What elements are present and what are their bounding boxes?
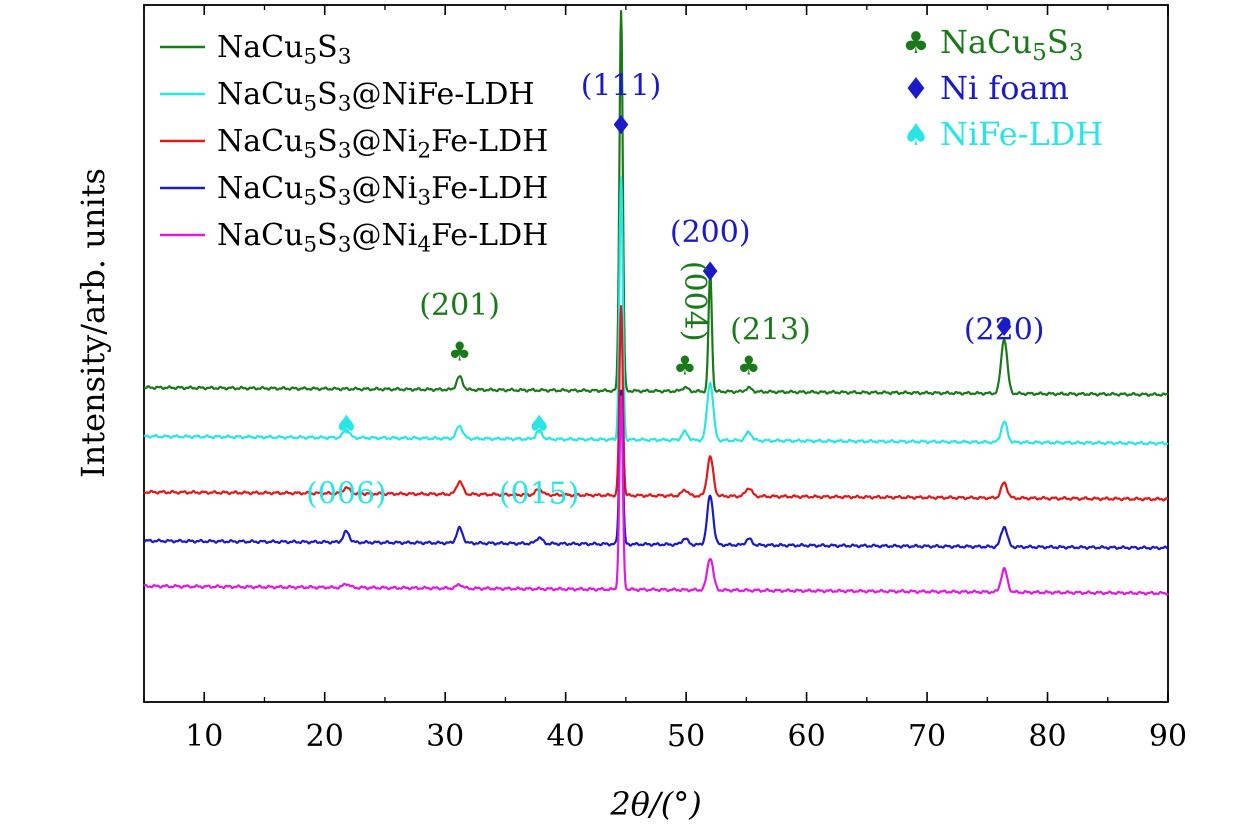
x-tick-label: 50 [667,719,705,754]
series-line [143,395,1169,596]
series-line [143,305,1169,502]
peak-symbol: ♣ [448,337,471,367]
phase-legend-label: NiFe-LDH [940,115,1103,153]
x-tick-label: 70 [908,719,946,754]
x-tick-label: 20 [306,719,344,754]
x-tick-label: 80 [1028,719,1066,754]
peak-label: (213) [730,313,811,348]
phase-symbol: ♣ [903,26,930,61]
series-group [143,10,1169,596]
legend-label: NaCu5S3 [217,30,351,70]
peak-label: (004) [677,261,712,342]
legend-label: NaCu5S3@Ni4Fe-LDH [217,218,548,258]
peak-label: (220) [964,313,1045,348]
phase-legend: ♣ NaCu5S3 ♦ Ni foam ♠ NiFe-LDH [903,23,1104,153]
series-line [143,176,1169,446]
x-axis-label: 2θ/(°) [609,785,701,823]
peak-symbol: ♠ [527,411,550,441]
x-tick-label: 40 [547,719,585,754]
phase-legend-label: NaCu5S3 [940,23,1083,66]
peak-symbol: ♣ [737,351,760,381]
y-axis-label: Intensity/arb. units [74,168,112,478]
peak-label: (201) [419,288,500,323]
legend-label: NaCu5S3@Ni3Fe-LDH [217,171,548,211]
peak-label: (015) [499,476,580,511]
series-line [143,10,1169,397]
peak-symbol: ♦ [609,111,632,141]
peak-symbol: ♠ [335,411,358,441]
plot-frame [143,4,1169,703]
phase-symbol: ♦ [903,72,930,107]
x-tick-label: 30 [426,719,464,754]
peak-annotations: (111)♦(200)♦(220)♦(201)♣(004)♣(213)♣(006… [306,69,1044,512]
phase-legend-label: Ni foam [940,69,1069,107]
x-tick-label: 10 [185,719,223,754]
x-tick-label: 60 [787,719,825,754]
legend-label: NaCu5S3@Ni2Fe-LDH [217,124,548,164]
series-line [143,389,1169,551]
phase-symbol: ♠ [903,118,930,153]
peak-symbol: ♦ [699,257,722,287]
peak-label: (111) [581,69,662,104]
peak-symbol: ♣ [673,351,696,381]
legend-label: NaCu5S3@NiFe-LDH [217,77,535,117]
x-axis-ticks: 10 20 30 40 50 60 70 80 90 [143,5,1187,754]
peak-symbol: ♦ [993,313,1016,343]
peak-label: (006) [306,476,387,511]
peak-label: (200) [670,215,751,250]
x-tick-label: 90 [1149,719,1187,754]
series-legend: NaCu5S3 NaCu5S3@NiFe-LDH NaCu5S3@Ni2Fe-LDH… [160,30,548,258]
